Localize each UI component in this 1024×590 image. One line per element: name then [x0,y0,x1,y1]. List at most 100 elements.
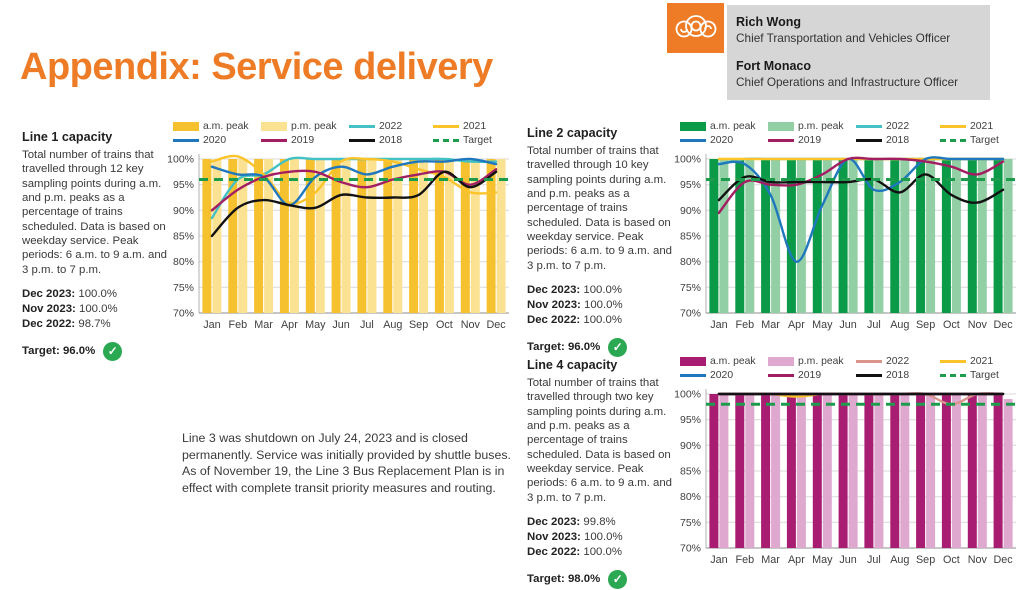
svg-text:75%: 75% [680,282,701,294]
svg-text:Jul: Jul [360,319,374,331]
stat-row: Nov 2023: 100.0% [527,298,623,311]
svg-text:May: May [812,554,833,566]
legend-label: 2019 [798,135,822,146]
svg-text:80%: 80% [173,256,194,268]
legend-label: a.m. peak [710,356,756,367]
svg-text:Jun: Jun [839,319,856,331]
svg-text:Sep: Sep [916,554,935,566]
legend-item-2022: 2022 [349,121,433,132]
svg-text:Feb: Feb [735,554,754,566]
target-met-check-icon: ✓ [608,569,628,589]
svg-text:May: May [812,319,833,331]
legend-label: 2022 [886,121,910,132]
line1-chart-plot: 100% 95% 90% 85% 80% 75% 70% Jan Feb Mar Apr May Jun… [167,154,509,331]
line2-heading: Line 2 capacity [527,126,618,140]
legend-swatch-icon [856,360,882,363]
line1-target-row: Target: 96.0% ✓ [22,341,170,361]
legend-label: 2021 [970,121,994,132]
svg-text:Jul: Jul [867,319,881,331]
line2-description: Total number of trains that travelled th… [527,144,672,272]
legend-swatch-icon [261,122,287,131]
legend-label: 2020 [710,370,734,381]
legend-item-a-m-peak: a.m. peak [680,121,768,132]
svg-text:Mar: Mar [254,319,273,331]
svg-text:Jul: Jul [867,554,881,566]
line2-chart-legend: a.m. peak p.m. peak 2022 2021 2020 2019 2018 Ta… [680,121,1022,146]
svg-text:80%: 80% [680,491,701,503]
line3-note: Line 3 was shutdown on July 24, 2023 and… [182,431,511,495]
legend-label: 2020 [203,135,227,146]
legend-swatch-icon [768,357,794,366]
line4-chart-legend: a.m. peak p.m. peak 2022 2021 2020 2019 2018 Ta… [680,356,1022,381]
svg-text:Sep: Sep [916,319,935,331]
legend-label: p.m. peak [798,121,844,132]
svg-text:85%: 85% [680,231,701,243]
svg-text:Apr: Apr [788,554,805,566]
line4-target-row: Target: 98.0% ✓ [527,569,675,589]
line4-heading: Line 4 capacity [527,358,618,372]
svg-text:90%: 90% [680,205,701,217]
svg-text:Mar: Mar [761,319,780,331]
legend-item-target: Target [940,135,1020,146]
legend-item-2020: 2020 [680,370,768,381]
stat-row: Dec 2023: 100.0% [527,284,623,297]
legend-swatch-icon [433,125,459,128]
line2-text-panel: Line 2 capacity Total number of trains t… [527,126,675,357]
stat-row: Dec 2023: 99.8% [527,516,616,529]
svg-text:Aug: Aug [383,319,402,331]
officer-1: Rich Wong Chief Transportation and Vehic… [736,15,982,45]
legend-label: 2020 [710,135,734,146]
legend-item-p-m-peak: p.m. peak [261,121,349,132]
legend-label: Target [463,135,492,146]
officer-1-title: Chief Transportation and Vehicles Office… [736,30,951,45]
legend-swatch-icon [768,122,794,131]
legend-label: 2018 [379,135,403,146]
transit-circles-icon [675,15,716,38]
legend-item-2022: 2022 [856,121,940,132]
svg-text:Dec: Dec [993,319,1013,331]
stat-row: Nov 2023: 100.0% [527,530,623,543]
line1-description: Total number of trains that travelled th… [22,148,167,276]
svg-text:100%: 100% [167,154,194,166]
legend-label: 2021 [463,121,487,132]
legend-item-2022: 2022 [856,356,940,367]
svg-text:Oct: Oct [943,319,960,331]
target-met-check-icon: ✓ [608,337,628,357]
legend-swatch-icon [768,374,794,377]
svg-text:70%: 70% [680,308,701,320]
legend-swatch-icon [349,125,375,128]
svg-text:Jun: Jun [839,554,856,566]
page-title: Appendix: Service delivery [20,46,493,88]
legend-item-a-m-peak: a.m. peak [173,121,261,132]
svg-text:95%: 95% [173,179,194,191]
legend-swatch-icon [349,139,375,142]
legend-label: p.m. peak [291,121,337,132]
line4-stats: Dec 2023: 99.8% Nov 2023: 100.0% Dec 202… [527,515,675,559]
legend-swatch-icon [173,122,199,131]
svg-text:Dec: Dec [993,554,1013,566]
officer-2-name: Fort Monaco [736,59,811,74]
legend-swatch-icon [856,139,882,142]
svg-text:Mar: Mar [761,554,780,566]
legend-item-target: Target [940,370,1020,381]
legend-label: 2018 [886,135,910,146]
svg-text:100%: 100% [674,389,701,401]
legend-label: 2022 [886,356,910,367]
line4-chart: a.m. peak p.m. peak 2022 2021 2020 2019 2018 Ta… [670,356,1022,576]
svg-text:Aug: Aug [890,319,909,331]
legend-swatch-icon [680,122,706,131]
svg-text:80%: 80% [680,256,701,268]
svg-text:70%: 70% [173,308,194,320]
svg-text:Feb: Feb [735,319,754,331]
svg-text:Feb: Feb [228,319,247,331]
svg-text:Nov: Nov [461,319,481,331]
svg-text:100%: 100% [674,154,701,166]
legend-item-a-m-peak: a.m. peak [680,356,768,367]
legend-label: a.m. peak [710,121,756,132]
svg-text:70%: 70% [680,543,701,555]
svg-text:Jan: Jan [710,554,727,566]
legend-label: a.m. peak [203,121,249,132]
legend-item-target: Target [433,135,513,146]
svg-text:Jan: Jan [203,319,220,331]
legend-label: p.m. peak [798,356,844,367]
